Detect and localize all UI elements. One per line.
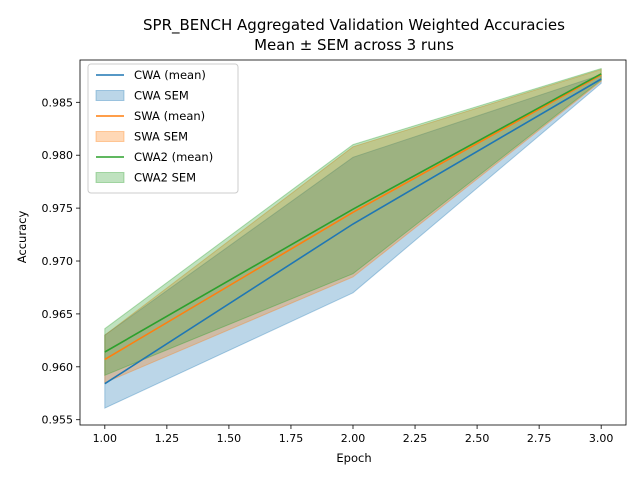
x-tick-label: 1.00 <box>93 432 118 445</box>
sem-band-0 <box>104 74 602 409</box>
legend-entry-label: SWA SEM <box>134 130 188 144</box>
y-tick-label: 0.965 <box>42 308 74 321</box>
mean-lines <box>104 73 602 385</box>
legend-band-swatch <box>95 90 125 101</box>
legend-entry-label: CWA2 SEM <box>134 171 196 185</box>
x-tick-label: 1.50 <box>217 432 242 445</box>
x-tick-label: 2.00 <box>341 432 366 445</box>
legend-entry-label: CWA (mean) <box>134 68 206 82</box>
y-tick-label: 0.980 <box>42 149 74 162</box>
legend-band-swatch <box>95 172 125 183</box>
legend-entry-label: CWA SEM <box>134 89 189 103</box>
sem-bands <box>104 67 602 409</box>
sem-band-2 <box>104 67 602 377</box>
mean-line-0 <box>104 78 602 385</box>
x-tick-label: 1.25 <box>155 432 180 445</box>
legend-band-swatch <box>95 131 125 142</box>
x-tick-label: 2.50 <box>465 432 490 445</box>
x-tick-label: 1.75 <box>279 432 304 445</box>
y-tick-label: 0.960 <box>42 361 74 374</box>
plot-area-frame <box>79 59 627 426</box>
y-axis-ticks: 0.955 0.960 0.965 0.970 0.975 0.980 0.985 <box>42 96 80 427</box>
legend-entry-label: CWA2 (mean) <box>134 150 213 164</box>
mean-line-2 <box>104 73 602 353</box>
y-axis-label: Accuracy <box>15 211 29 264</box>
y-tick-label: 0.985 <box>42 96 74 109</box>
legend: CWA (mean) CWA SEM SWA (mean) SWA SEM CWA2 (… <box>87 63 239 194</box>
x-tick-label: 3.00 <box>589 432 614 445</box>
legend-entry-label: SWA (mean) <box>134 109 205 123</box>
y-tick-label: 0.955 <box>42 414 74 427</box>
legend-box <box>87 63 239 194</box>
mean-line-1 <box>104 74 602 361</box>
x-tick-label: 2.25 <box>403 432 428 445</box>
chart-title-line-1: SPR_BENCH Aggregated Validation Weighted… <box>143 16 565 35</box>
y-tick-label: 0.970 <box>42 255 74 268</box>
chart-title-line-2: Mean ± SEM across 3 runs <box>254 36 454 54</box>
y-tick-label: 0.975 <box>42 202 74 215</box>
x-axis-label: Epoch <box>336 451 371 465</box>
x-tick-label: 2.75 <box>527 432 552 445</box>
x-axis-ticks: 1.00 1.25 1.50 1.75 2.00 2.25 2.50 2.75 3.00 <box>93 425 614 445</box>
